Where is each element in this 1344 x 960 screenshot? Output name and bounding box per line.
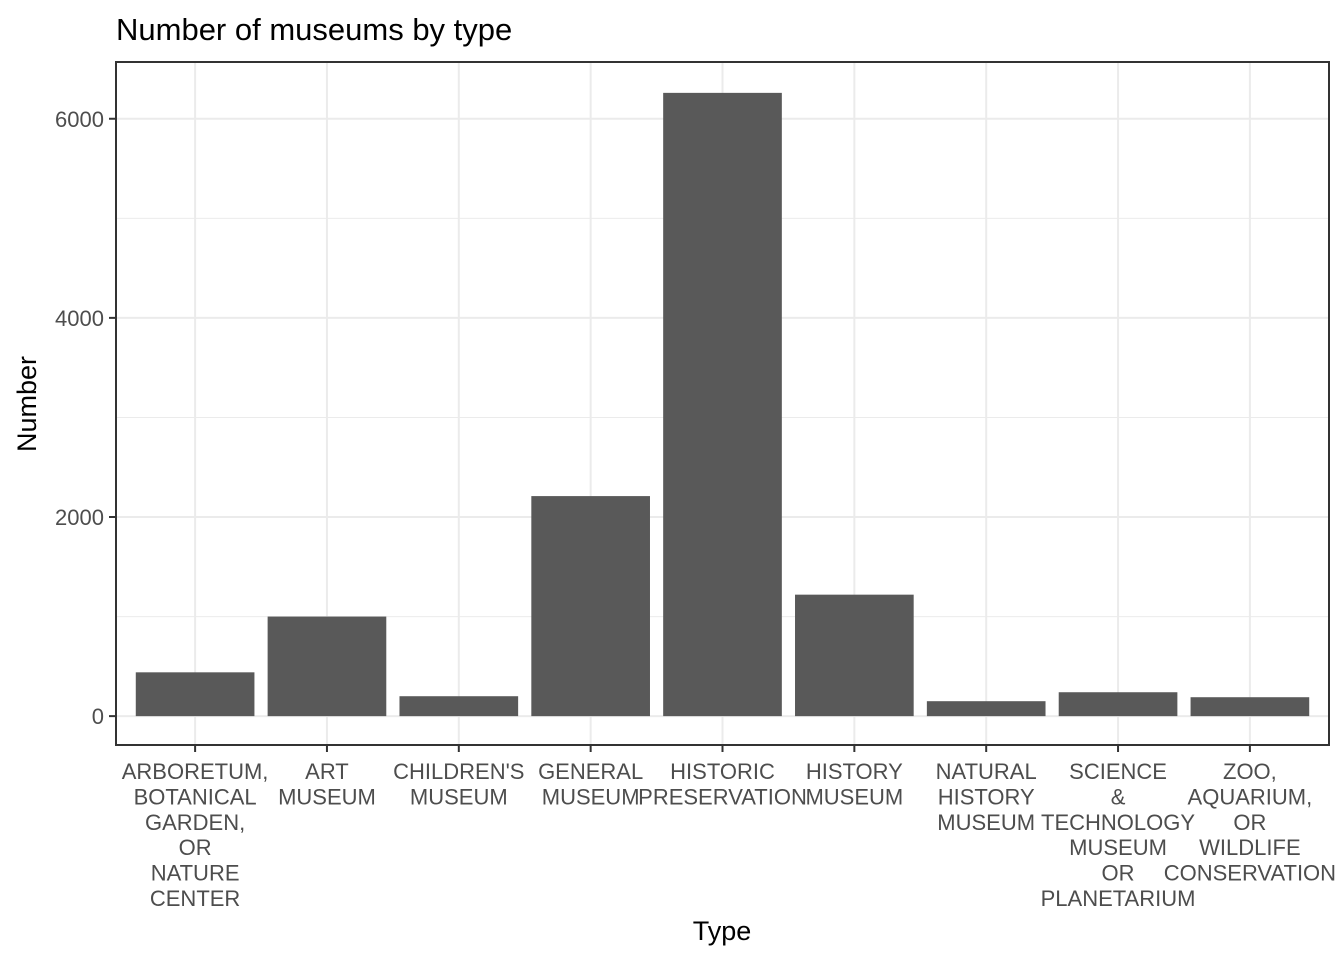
y-tick-label: 0 [92,704,104,729]
x-axis-title: Type [693,916,752,946]
y-tick-label: 6000 [55,107,104,132]
x-tick-label: ZOO, AQUARIUM, OR WILDLIFE CONSERVATION [1164,759,1336,886]
y-tick-label: 4000 [55,306,104,331]
x-tick-label: SCIENCE & TECHNOLOGY MUSEUM OR PLANETARIUM [1041,759,1196,911]
x-tick-label: HISTORIC PRESERVATION [638,759,807,809]
x-tick-label: GENERAL MUSEUM [538,759,643,809]
y-axis-title: Number [12,356,42,452]
bar [926,701,1046,717]
y-tick-label: 2000 [55,505,104,530]
bar [663,92,782,717]
bar [795,594,914,717]
bar [1058,692,1178,717]
bar [1190,697,1310,717]
bar [399,696,519,717]
x-tick-label: ART MUSEUM [278,759,376,809]
x-axis: ARBORETUM, BOTANICAL GARDEN, OR NATURE CENTER… [122,745,1336,911]
y-axis: 0 2000 4000 6000 [55,107,116,729]
bar [531,496,650,717]
x-tick-label: CHILDREN'S MUSEUM [393,759,524,809]
x-tick-label: ARBORETUM, BOTANICAL GARDEN, OR NATURE CENTER [122,759,269,911]
bar [267,616,387,717]
bars [135,92,1310,717]
bar [135,672,255,717]
x-tick-label: HISTORY MUSEUM [805,759,903,809]
chart-title: Number of museums by type [116,12,512,47]
x-tick-label: NATURAL HISTORY MUSEUM [936,759,1037,835]
